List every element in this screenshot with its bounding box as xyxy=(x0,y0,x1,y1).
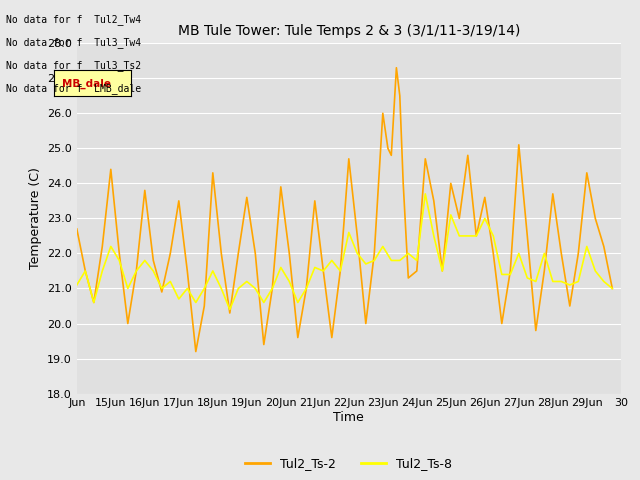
Text: No data for f  Tul3_Tw4: No data for f Tul3_Tw4 xyxy=(6,37,141,48)
Text: No data for f  Tul3_Ts2: No data for f Tul3_Ts2 xyxy=(6,60,141,72)
Title: MB Tule Tower: Tule Temps 2 & 3 (3/1/11-3/19/14): MB Tule Tower: Tule Temps 2 & 3 (3/1/11-… xyxy=(178,24,520,38)
Text: No data for f  Tul2_Tw4: No data for f Tul2_Tw4 xyxy=(6,14,141,25)
Text: No data for f  LMB_dale: No data for f LMB_dale xyxy=(6,84,141,95)
Text: MB_dale: MB_dale xyxy=(62,79,111,89)
X-axis label: Time: Time xyxy=(333,411,364,424)
Legend: Tul2_Ts-2, Tul2_Ts-8: Tul2_Ts-2, Tul2_Ts-8 xyxy=(241,452,457,475)
Y-axis label: Temperature (C): Temperature (C) xyxy=(29,168,42,269)
